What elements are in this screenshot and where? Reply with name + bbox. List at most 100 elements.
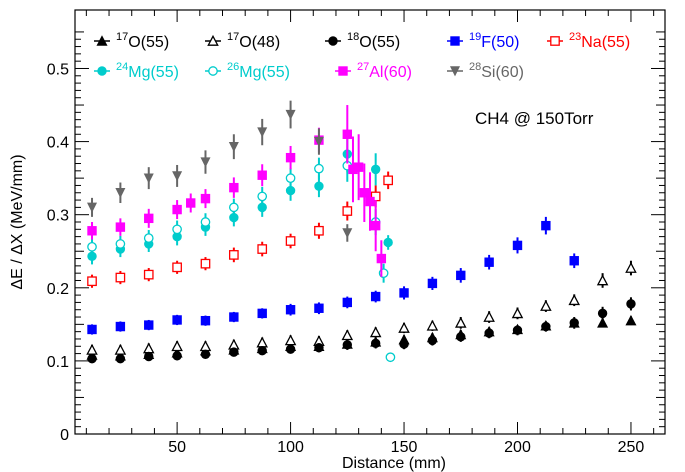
data-point — [200, 193, 211, 204]
legend-marker — [449, 66, 461, 77]
legend-entry: 24Mg(55) — [94, 61, 179, 81]
data-point — [383, 175, 394, 186]
data-point — [456, 270, 466, 281]
data-points — [86, 100, 637, 364]
legend-entry: 18O(55) — [325, 31, 400, 51]
legend-label-isotope: Si(60) — [481, 64, 524, 81]
y-axis-label: ΔE / ΔX (MeV/mm) — [9, 154, 26, 289]
data-point — [200, 217, 211, 227]
legend-label: 24Mg(55) — [116, 61, 179, 81]
legend-label: 17O(55) — [116, 31, 169, 51]
data-point — [86, 343, 98, 355]
data-point — [541, 220, 551, 231]
data-point — [228, 250, 239, 260]
legend-marker — [208, 66, 218, 76]
data-point — [87, 226, 97, 236]
data-point — [200, 258, 211, 269]
data-point — [114, 343, 127, 355]
data-point — [257, 127, 268, 138]
legend-label-isotope: F(50) — [481, 34, 519, 51]
legend-label-isotope: O(55) — [128, 34, 169, 51]
series-o48-17 — [86, 260, 637, 356]
data-point — [427, 278, 438, 289]
legend-label-isotope: Al(60) — [369, 64, 412, 81]
data-point — [385, 352, 396, 363]
data-point — [284, 334, 297, 346]
data-point — [342, 340, 353, 350]
series-f50-19 — [87, 216, 579, 335]
data-point — [285, 173, 296, 183]
legend-entry: 26Mg(55) — [205, 61, 290, 81]
data-point — [626, 299, 636, 309]
legend-label: 26Mg(55) — [227, 61, 290, 81]
data-point — [596, 274, 609, 286]
legend-marker — [328, 36, 338, 46]
data-point — [142, 342, 155, 354]
x-tick-label: 50 — [168, 439, 186, 456]
legend-entry: 17O(55) — [94, 31, 169, 51]
series-o55-17 — [86, 314, 637, 361]
legend-label-mass-number: 23 — [569, 31, 581, 43]
data-point — [285, 236, 296, 246]
legend-label-isotope: Mg(55) — [239, 64, 290, 81]
data-point — [625, 314, 637, 326]
x-tick-label: 100 — [277, 439, 304, 456]
data-point — [342, 297, 353, 308]
y-axis-ticks: 0 0.1 0.2 0.3 0.4 0.5 — [47, 31, 665, 444]
data-point — [115, 239, 126, 249]
data-point — [365, 196, 375, 207]
data-point — [398, 321, 410, 333]
x-tick-label: 150 — [391, 439, 418, 456]
legend-label-mass-number: 19 — [469, 31, 481, 43]
legend-label-mass-number: 26 — [227, 61, 239, 73]
data-point — [143, 173, 154, 184]
x-axis-label: Distance (mm) — [342, 455, 446, 472]
data-point — [597, 317, 609, 328]
x-tick-label: 250 — [618, 439, 645, 456]
data-point — [359, 188, 370, 198]
data-point — [625, 261, 637, 273]
series-mg55-26 — [87, 149, 396, 363]
data-point — [314, 343, 324, 353]
legend-entry: 17O(48) — [205, 31, 280, 51]
data-point — [342, 129, 353, 139]
legend-label: 27Al(60) — [357, 61, 412, 81]
data-point — [256, 336, 268, 348]
data-point — [541, 321, 551, 332]
data-point — [342, 228, 353, 239]
legend-label: 19F(50) — [469, 31, 519, 51]
data-point — [172, 224, 182, 235]
data-point — [353, 162, 364, 172]
data-point — [199, 340, 212, 352]
data-point — [115, 188, 126, 199]
data-point — [257, 191, 268, 202]
data-point — [172, 315, 182, 325]
data-point — [172, 351, 182, 361]
legend-label: 23Na(55) — [569, 31, 630, 51]
legend-marker — [207, 34, 219, 46]
data-point — [229, 347, 239, 357]
data-point — [540, 299, 552, 311]
data-point — [172, 262, 182, 273]
data-point — [143, 233, 154, 243]
data-point — [229, 182, 239, 193]
y-tick-label: 0.5 — [47, 61, 69, 78]
data-point — [144, 213, 154, 224]
data-point — [257, 345, 267, 356]
data-point — [87, 324, 97, 335]
data-point — [370, 291, 381, 302]
legend-entry: 23Na(55) — [547, 31, 630, 51]
series-na55-23 — [87, 171, 394, 288]
legend-entry: 28Si(60) — [447, 61, 524, 81]
x-tick-label: 200 — [504, 439, 531, 456]
data-point — [115, 272, 126, 283]
legend-label: 28Si(60) — [469, 61, 524, 81]
data-point — [484, 328, 494, 338]
legend-label: 18O(55) — [347, 31, 400, 51]
data-point — [511, 307, 524, 319]
series-o55-18 — [87, 297, 636, 364]
legend-marker — [96, 35, 108, 46]
legend-entry: 27Al(60) — [335, 61, 412, 81]
